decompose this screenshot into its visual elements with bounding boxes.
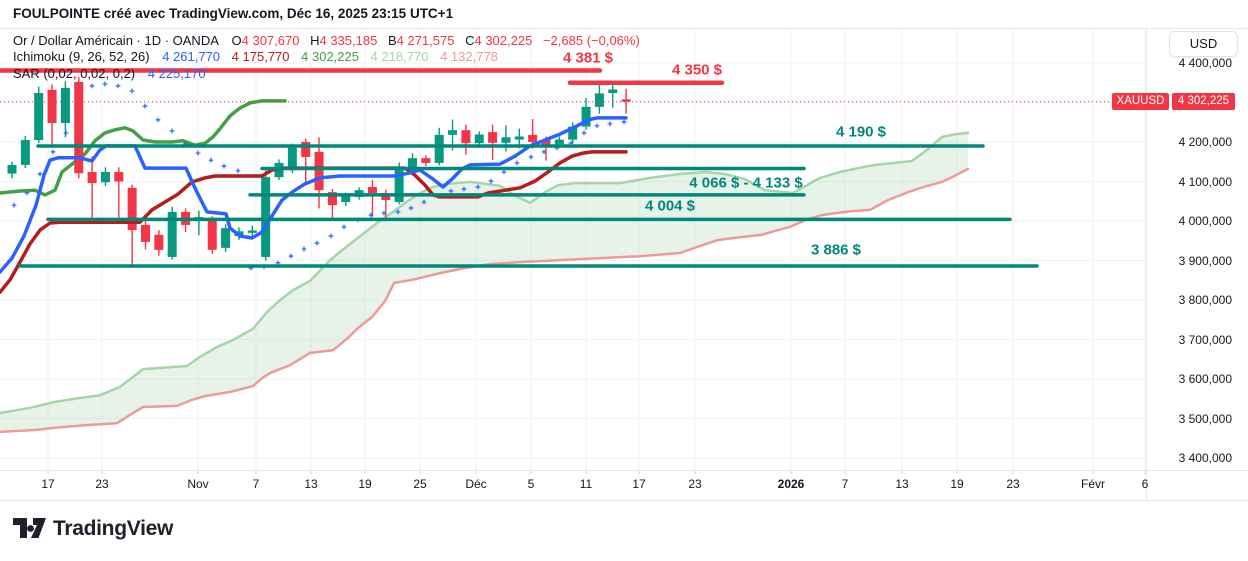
time-axis-tick: 23 xyxy=(95,477,109,491)
time-axis-tick: 7 xyxy=(252,477,260,491)
ohlc-open: O4 307,670 xyxy=(231,33,300,48)
time-axis-tick: 13 xyxy=(304,477,318,491)
time-axis-tick: 17 xyxy=(632,477,646,491)
time-axis-tick: 11 xyxy=(579,477,593,491)
time-axis-tick: Nov xyxy=(187,477,209,491)
ohlc-low: B4 271,575 xyxy=(387,33,455,48)
senkou-a-value: 4 218,770 xyxy=(370,49,429,65)
last-price-badge: XAUUSD 4 302,225 xyxy=(1112,92,1235,110)
price-level-label: 4 066 $ - 4 133 $ xyxy=(689,174,803,192)
price-axis-tick: 3 600,000 xyxy=(1178,372,1232,386)
sar-value: 4 225,170 xyxy=(147,65,206,81)
price-level-label: 4 381 $ xyxy=(562,49,614,67)
tradingview-wordmark: TradingView xyxy=(53,516,174,540)
price-level-label: 4 350 $ xyxy=(671,61,723,79)
legend-symbol-row[interactable]: Or / Dollar Américain · 1D · OANDA O4 30… xyxy=(13,33,640,49)
time-axis-tick: 7 xyxy=(841,477,849,491)
senkou-b-value: 4 132,778 xyxy=(440,49,498,65)
tradingview-logo-icon xyxy=(13,518,46,538)
time-axis-tick: 25 xyxy=(413,477,427,491)
price-level-label: 3 886 $ xyxy=(810,241,862,259)
price-level-label: 4 004 $ xyxy=(644,197,696,215)
price-level-label: 4 190 $ xyxy=(835,123,887,141)
time-axis-tick: 23 xyxy=(688,477,702,491)
ohlc-high: H4 335,185 xyxy=(310,33,378,48)
change-value: −2,685 (−0,06%) xyxy=(542,33,640,48)
time-axis-tick: 13 xyxy=(895,477,909,491)
currency-toggle-button[interactable]: USD xyxy=(1169,31,1238,57)
price-axis-tick: 4 400,000 xyxy=(1178,56,1232,70)
badge-symbol: XAUUSD xyxy=(1112,92,1169,110)
chart-legend: Or / Dollar Américain · 1D · OANDA O4 30… xyxy=(13,33,640,82)
time-axis-tick: 5 xyxy=(527,477,535,491)
price-axis-tick: 4 100,000 xyxy=(1178,174,1232,189)
time-axis-tick: 6 xyxy=(1141,477,1149,491)
header-separator xyxy=(0,28,1248,29)
legend-sar-row[interactable]: SAR (0,02, 0,02, 0,2) 4 225,170 xyxy=(13,66,640,82)
kijun-value: 4 175,770 xyxy=(231,49,290,65)
symbol-title: Or / Dollar Américain · 1D · OANDA xyxy=(13,33,219,48)
sar-label: SAR (0,02, 0,02, 0,2) xyxy=(13,65,136,81)
time-axis-tick: Févr xyxy=(1081,477,1105,491)
tradingview-brand[interactable]: TradingView xyxy=(13,515,173,542)
watermark-title: FOULPOINTE créé avec TradingView.com, Dé… xyxy=(13,6,454,21)
time-axis[interactable]: 17 23 Nov 7 13 19 25 Déc 5 11 17 23 2026 7 13 19 23 Févr 6 xyxy=(0,477,1248,497)
price-axis-tick: 3 800,000 xyxy=(1178,293,1232,307)
tenkan-value: 4 261,770 xyxy=(162,49,221,65)
time-axis-tick: 23 xyxy=(1006,477,1020,491)
price-axis-tick: 3 400,000 xyxy=(1178,451,1232,465)
time-axis-tick: 17 xyxy=(41,477,55,491)
time-axis-tick: Déc xyxy=(465,477,487,491)
price-axis-tick: 3 900,000 xyxy=(1178,253,1232,268)
price-axis-tick: 4 000,000 xyxy=(1178,214,1232,228)
price-axis[interactable]: 4 400,000 4 200,000 4 100,000 4 000,000 3 90… xyxy=(1170,0,1232,505)
price-axis-tick: 3 500,000 xyxy=(1178,411,1232,426)
bottom-separator xyxy=(0,500,1248,501)
time-axis-separator xyxy=(0,470,1248,471)
time-axis-tick: 19 xyxy=(950,477,964,491)
ohlc-close: C4 302,225 xyxy=(465,33,533,48)
time-axis-tick: 19 xyxy=(358,477,372,491)
ichimoku-label: Ichimoku (9, 26, 52, 26) xyxy=(13,49,150,65)
price-axis-tick: 4 200,000 xyxy=(1178,135,1232,149)
price-chart-pane[interactable] xyxy=(0,0,1248,505)
time-axis-tick: 2026 xyxy=(777,477,805,491)
legend-ichimoku-row[interactable]: Ichimoku (9, 26, 52, 26) 4 261,770 4 175… xyxy=(13,49,640,65)
badge-price: 4 302,225 xyxy=(1172,92,1235,110)
chikou-value: 4 302,225 xyxy=(301,49,359,65)
price-axis-tick: 3 700,000 xyxy=(1178,332,1232,347)
price-axis-separator xyxy=(1146,28,1147,500)
